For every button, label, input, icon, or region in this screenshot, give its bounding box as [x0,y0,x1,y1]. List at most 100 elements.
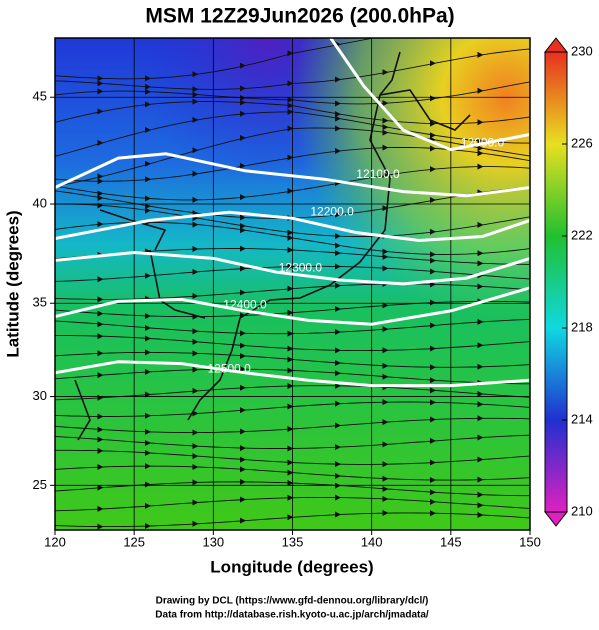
stream-arrow [287,229,294,236]
stream-arrow [430,437,436,444]
stream-arrow [335,125,341,132]
stream-arrow [192,410,199,417]
stream-arrow [335,76,341,83]
x-tick-label: 140 [361,534,383,549]
stream-arrow [240,466,246,473]
stream-arrow [430,257,436,264]
stream-arrow [192,268,199,275]
stream-arrow [192,116,199,123]
stream-arrow [477,363,484,370]
stream-arrow [430,120,436,127]
contour-label: 12300.0 [279,260,323,274]
stream-arrow [97,484,104,491]
stream-arrow [97,321,104,328]
stream-arrow [430,166,436,173]
stream-arrow [477,415,484,422]
footer: Data from http://database.rish.kyoto-u.a… [155,610,429,621]
stream-arrow [477,145,484,152]
stream-arrow [145,176,151,183]
colorbar-tick-label: 230 [571,43,593,58]
stream-arrow [240,99,246,106]
plot-area: 12000.0 12100.0 12200.0 12300.0 12400.0 12500… [55,38,530,530]
stream-arrow [335,422,341,429]
stream-arrow [192,170,199,177]
stream-arrow [335,473,341,480]
stream-arrow [287,263,294,270]
stream-arrow [240,407,246,414]
stream-arrow [430,459,436,466]
stream-arrow [97,80,104,87]
stream-arrow [192,86,199,93]
stream-arrow [430,299,436,306]
stream-arrow [382,461,389,468]
contour-label: 12100.0 [356,167,400,181]
stream-arrow [145,195,151,202]
stream-arrow [335,461,341,468]
stream-arrow [287,330,294,337]
stream-arrow [97,372,104,379]
contour-line [55,250,530,286]
stream-arrow [97,221,104,228]
stream-arrow [97,426,104,433]
stream-arrow [382,485,389,492]
stream-arrow [382,248,389,255]
stream-arrow [477,390,484,397]
stream-arrow [287,80,294,87]
y-tick-label: 30 [33,388,47,403]
colorbar-tick-label: 218 [571,319,593,334]
stream-arrow [145,203,151,210]
stream-arrow [145,101,151,108]
colorbar-tick-label: 226 [571,135,593,150]
stream-arrow [192,328,199,335]
stream-arrow [382,362,389,369]
x-tick-label: 130 [202,534,224,549]
stream-arrow [477,456,484,463]
stream-arrow [335,305,341,312]
stream-arrow [382,419,389,426]
stream-arrow [287,285,294,292]
stream-arrow [240,134,246,141]
stream-arrow [287,234,294,241]
stream-arrow [477,434,484,441]
stream-arrow [335,444,341,451]
stream-arrow [287,108,294,115]
stream-arrow [382,510,389,517]
stream-arrow [335,242,341,249]
stream-arrow [192,350,199,357]
y-tick-label: 35 [33,295,47,310]
stream-arrow [192,147,199,154]
stream-arrow [335,115,341,122]
stream-arrow [145,481,151,488]
stream-arrow [287,469,294,476]
contour-label: 12200.0 [310,204,354,218]
stream-arrow [335,329,341,336]
stream-arrow [192,293,199,300]
stream-arrow [192,429,199,436]
stream-arrow [477,250,484,257]
contour-label: 12500.0 [207,361,251,375]
stream-arrow [477,283,484,290]
stream-arrow [430,510,436,517]
stream-arrow [97,310,104,317]
stream-arrow [335,382,341,389]
stream-arrow [477,221,484,228]
x-axis-label: Longitude (degrees) [210,557,373,576]
stream-arrow [477,401,484,408]
stream-arrow [145,335,151,342]
stream-arrow [240,194,246,201]
stream-arrow [97,436,104,443]
stream-arrow [240,456,246,463]
stream-arrow [240,162,246,169]
stream-arrow [97,276,104,283]
stream-arrow [97,190,104,197]
stream-arrow [240,62,246,69]
x-tick-label: 135 [282,534,304,549]
stream-arrow [287,425,294,432]
stream-arrow [145,391,151,398]
y-tick-label: 45 [33,89,47,104]
stream-arrow [192,196,199,203]
stream-arrow [97,413,104,420]
chart-title: MSM 12Z29Jun2026 (200.0hPa) [145,5,454,28]
stream-arrow [97,139,104,146]
